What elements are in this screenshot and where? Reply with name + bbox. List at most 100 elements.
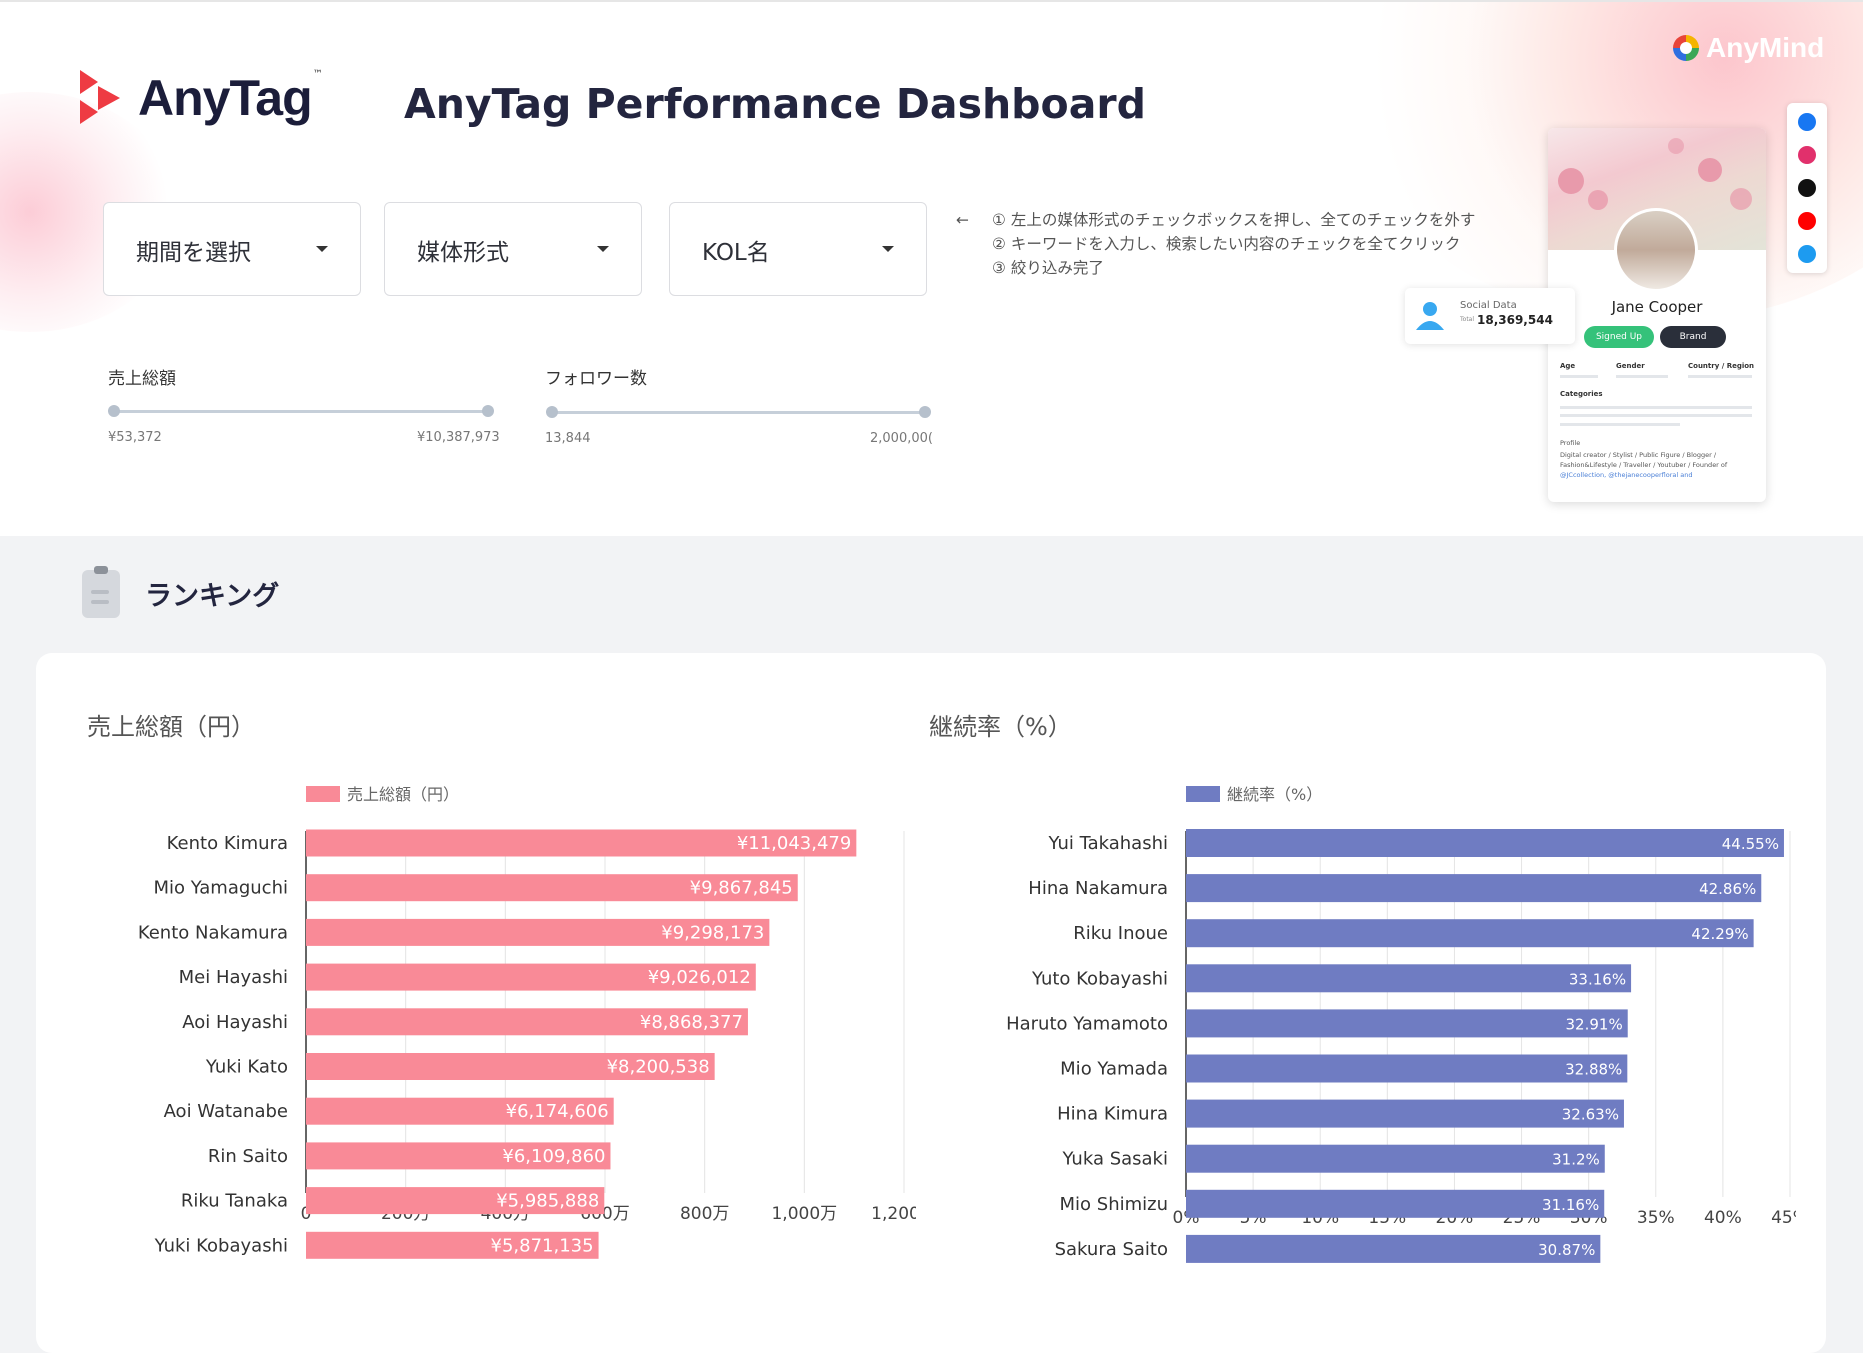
kol-name-select-label: KOL名 — [702, 240, 770, 266]
social-data-label: Social Data — [1460, 300, 1517, 311]
followers-slider-track[interactable] — [551, 411, 925, 414]
bar-value-label: 42.86% — [1699, 880, 1756, 898]
logo-text: AnyTag — [138, 70, 313, 126]
anytag-logo: AnyTag ™ — [76, 68, 323, 128]
youtube-icon[interactable] — [1798, 212, 1816, 230]
bar — [1186, 1099, 1624, 1128]
tiktok-icon[interactable] — [1798, 179, 1816, 197]
x-tick-label: 40% — [1704, 1208, 1742, 1228]
instagram-icon[interactable] — [1798, 146, 1816, 164]
bar — [306, 1142, 611, 1170]
category-label: Aoi Watanabe — [164, 1101, 288, 1122]
category-label: Yuki Kobayashi — [154, 1235, 288, 1256]
followers-slider-max-value: 2,000,00( — [870, 431, 933, 446]
category-label: Mio Yamada — [1060, 1059, 1168, 1080]
category-label: Kento Kimura — [167, 833, 288, 854]
bar — [306, 918, 770, 946]
category-label: Haruto Yamamoto — [1006, 1013, 1168, 1034]
anytag-logo-icon — [80, 70, 120, 124]
twitter-icon[interactable] — [1798, 245, 1816, 263]
ranking-panel: 売上総額（円） 継続率（%） 売上総額（円）0200万400万600万800万1… — [36, 653, 1826, 1353]
user-icon — [1416, 302, 1444, 330]
instruction-line: ① 左上の媒体形式のチェックボックスを押し、全てのチェックを外す — [992, 211, 1476, 229]
kol-name-select[interactable]: KOL名 — [669, 202, 927, 296]
period-select-label: 期間を選択 — [136, 240, 251, 266]
anymind-logo: AnyMind — [1671, 32, 1824, 64]
legend-swatch — [1186, 786, 1220, 802]
followers-slider-min-handle[interactable] — [546, 406, 558, 418]
category-label: Riku Inoue — [1073, 923, 1168, 944]
clipboard-icon — [82, 566, 120, 618]
header-section: AnyTag ™ AnyTag Performance Dashboard An… — [0, 0, 1863, 536]
profile-description: Digital creator / Stylist / Public Figur… — [1560, 450, 1760, 480]
category-label: Yuka Sasaki — [1062, 1149, 1169, 1170]
legend-label: 売上総額（円） — [347, 785, 459, 804]
category-label: Yuki Kato — [205, 1057, 288, 1078]
category-label: Aoi Hayashi — [182, 1012, 288, 1033]
category-label: Hina Nakamura — [1028, 878, 1168, 899]
chevron-down-icon — [882, 246, 894, 252]
followers-slider-min-value: 13,844 — [545, 431, 591, 446]
bar-value-label: 32.88% — [1565, 1061, 1622, 1079]
followers-slider-label: フォロワー数 — [545, 369, 647, 389]
gender-label: Gender — [1616, 362, 1645, 370]
legend-label: 継続率（%） — [1227, 785, 1322, 804]
bar-value-label: ¥8,868,377 — [640, 1012, 743, 1033]
page-title: AnyTag Performance Dashboard — [404, 80, 1146, 128]
bar-value-label: ¥8,200,538 — [607, 1057, 710, 1078]
bar-value-label: 31.2% — [1552, 1151, 1600, 1169]
chevron-down-icon — [316, 246, 328, 252]
social-total-value: 18,369,544 — [1477, 313, 1553, 327]
bar — [1186, 964, 1632, 993]
chevron-down-icon — [597, 246, 609, 252]
facebook-icon[interactable] — [1798, 113, 1816, 131]
profile-name: Jane Cooper — [1611, 298, 1703, 316]
profile-text-line: Digital creator / Stylist / Public Figur… — [1560, 451, 1717, 459]
sales-slider-label: 売上総額 — [108, 369, 176, 389]
bar-value-label: ¥5,871,135 — [491, 1235, 594, 1256]
bar — [306, 1053, 715, 1080]
categories-label: Categories — [1560, 390, 1603, 398]
x-tick-label: 1,000万 — [771, 1204, 837, 1224]
ranking-title: ランキング — [145, 581, 280, 612]
anymind-logo-text: AnyMind — [1706, 32, 1825, 63]
media-format-select[interactable]: 媒体形式 — [384, 202, 642, 296]
sales-slider-max-handle[interactable] — [482, 405, 494, 417]
category-label: Rin Saito — [208, 1146, 288, 1167]
x-tick-label: 45% — [1771, 1208, 1796, 1228]
bar-value-label: 31.16% — [1542, 1196, 1599, 1214]
bar — [1186, 829, 1784, 857]
retention-bar-chart: 継続率（%）0%5%10%15%20%25%30%35%40%45%Yui Ta… — [1006, 785, 1796, 1263]
instruction-line: ② キーワードを入力し、検索したい内容のチェックを全てクリック — [992, 235, 1461, 253]
bar — [306, 874, 798, 902]
bar — [1186, 1144, 1605, 1173]
bar — [1186, 874, 1762, 903]
bar — [306, 1008, 748, 1036]
bar-value-label: ¥6,174,606 — [506, 1101, 609, 1122]
profile-text-line: Fashion&Lifestyle / Traveller / Youtuber… — [1560, 461, 1728, 469]
sales-slider-track[interactable] — [114, 410, 488, 413]
media-format-select-label: 媒体形式 — [417, 240, 509, 266]
bar — [1186, 1054, 1628, 1083]
bar — [306, 1187, 605, 1215]
country-label: Country / Region — [1688, 362, 1755, 370]
category-label: Yui Takahashi — [1048, 833, 1168, 854]
sales-slider-max-value: ¥10,387,973 — [417, 430, 500, 445]
bar — [306, 1097, 614, 1125]
social-data-card: Social Data Total 18,369,544 — [1405, 288, 1575, 344]
followers-slider-max-handle[interactable] — [919, 406, 931, 418]
avatar — [1614, 208, 1698, 292]
bar-value-label: ¥9,298,173 — [661, 922, 764, 943]
sales-chart-title: 売上総額（円） — [87, 713, 255, 741]
sales-slider-min-handle[interactable] — [108, 405, 120, 417]
period-select[interactable]: 期間を選択 — [103, 202, 361, 296]
bar-value-label: 30.87% — [1538, 1241, 1595, 1259]
brand-badge: Brand — [1660, 326, 1726, 348]
bar-value-label: ¥11,043,479 — [737, 833, 852, 854]
x-tick-label: 35% — [1637, 1208, 1675, 1228]
category-label: Mio Yamaguchi — [153, 878, 288, 899]
category-label: Mio Shimizu — [1060, 1194, 1169, 1215]
category-label: Yuto Kobayashi — [1031, 968, 1168, 989]
bar-value-label: 32.63% — [1562, 1106, 1619, 1124]
bar — [306, 963, 756, 991]
